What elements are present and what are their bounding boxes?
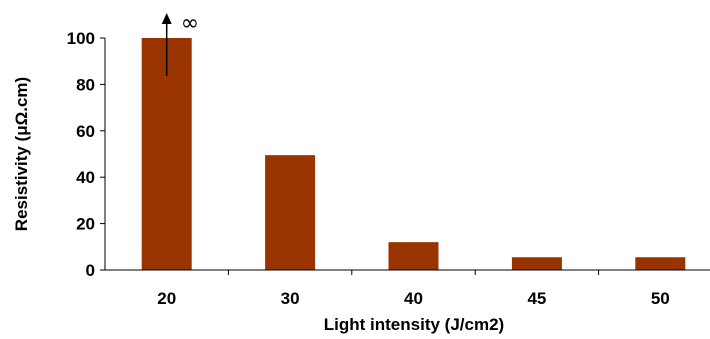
infinity-label: ∞ (181, 11, 199, 36)
y-tick-label: 100 (67, 29, 95, 48)
bars (141, 38, 686, 270)
x-tick-label: 30 (281, 289, 300, 308)
x-tick-label: 20 (157, 289, 176, 308)
axes (104, 38, 710, 271)
y-tick-label: 60 (76, 122, 95, 141)
arrow-up-icon (161, 13, 172, 24)
bar-40 (388, 242, 439, 270)
x-axis-ticks: 20 30 40 45 50 (157, 270, 670, 308)
y-axis-ticks: 0 20 40 60 80 100 (67, 29, 105, 280)
annotations: ∞ (161, 11, 199, 76)
y-axis-title: Resistivity (μΩ.cm) (12, 77, 31, 231)
x-tick-label: 50 (651, 289, 670, 308)
y-tick-label: 40 (76, 168, 95, 187)
x-axis-title: Light intensity (J/cm2) (324, 315, 504, 334)
x-tick-label: 45 (527, 289, 546, 308)
y-tick-label: 80 (76, 75, 95, 94)
y-tick-label: 20 (76, 215, 95, 234)
y-tick-label: 0 (86, 261, 95, 280)
bar-45 (511, 257, 562, 270)
bar-20 (141, 38, 192, 270)
bar-50 (635, 257, 686, 270)
x-tick-label: 40 (404, 289, 423, 308)
bar-30 (265, 155, 316, 270)
